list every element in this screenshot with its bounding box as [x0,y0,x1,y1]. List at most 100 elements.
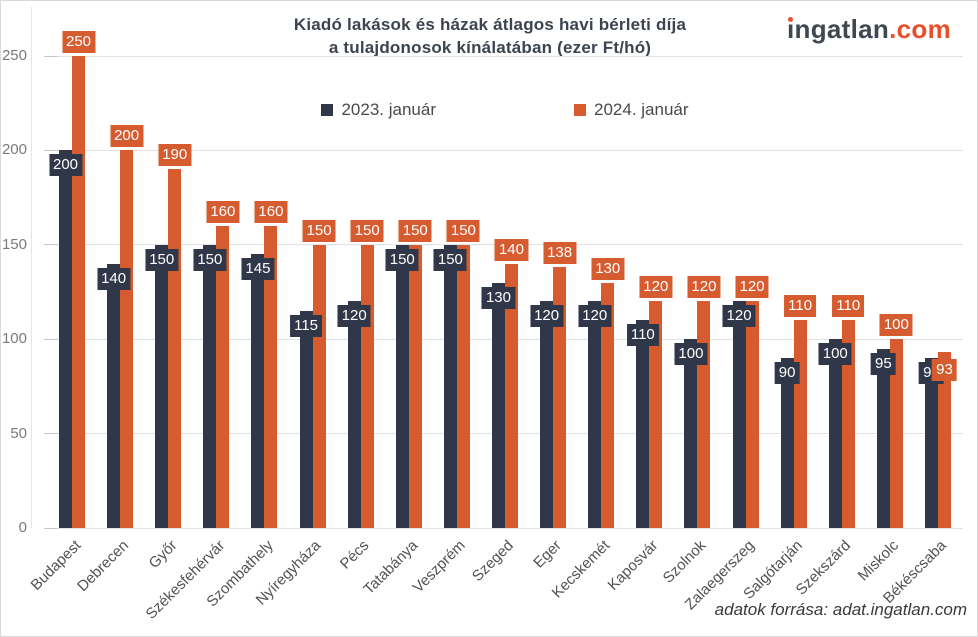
value-label-2024-békéscsaba: 93 [932,359,957,382]
bar-2023-budapest: 200 [48,150,83,528]
bar-2023-szekszárd: 100 [818,339,852,528]
bar-2023-debrecen: 140 [97,263,131,528]
data-source-note: adatok forrása: adat.ingatlan.com [714,600,967,619]
value-label-2023-debrecen: 140 [97,267,131,290]
value-label-2023-zalaegerszeg: 120 [722,305,756,328]
bar-2023-salgótarján: 90 [774,358,800,528]
bar-2023-nyíregyháza: 115 [290,310,323,528]
value-label-2023-győr: 150 [145,248,179,271]
tick-50 [44,433,58,435]
bar-group-tatabánya: 150 150 Tatabánya [360,56,432,598]
value-label-2024-debrecen: 200 [110,125,144,148]
bar-group-debrecen: 140 200 Debrecen [74,56,144,595]
y-tick-label-0: 0 [18,519,27,536]
value-label-2024-szombathely: 160 [254,200,288,223]
tick-200 [44,149,58,151]
bar-group-győr: 150 190 Győr [145,56,192,572]
bar-group-békéscsaba: 9093Békéscsaba [880,56,957,607]
value-label-2024-kaposvár: 120 [639,276,673,299]
tick-150 [44,244,58,246]
x-axis-label-miskolc: Miskolc [854,537,902,585]
tick-0 [44,527,58,529]
value-label-2023-székesfehérvár: 150 [193,248,227,271]
value-label-2024-székesfehérvár: 160 [206,200,240,223]
bar-2023-kaposvár: 110 [626,320,659,528]
bar-2024-nyíregyháza: 150 [302,219,336,528]
value-label-2024-pécs: 150 [350,219,384,242]
y-tick-label-250: 250 [1,47,27,64]
bar-2024-eger: 138 [543,242,577,528]
legend-item-2023: 2023. január [321,100,436,120]
bar-2023-szeged: 130 [481,282,515,528]
bar-2024-békéscsaba: 93 [932,352,957,528]
legend-item-2024: 2024. január [574,100,689,120]
value-label-2024-nyíregyháza: 150 [302,219,336,242]
value-label-2023-tatabánya: 150 [385,248,419,271]
value-label-2023-szeged: 130 [481,286,515,309]
bar-2024-zalaegerszeg: 120 [735,276,769,528]
chart-title: Kiadó lakások és házak átlagos havi bérl… [1,13,977,59]
value-label-2023-nyíregyháza: 115 [290,314,323,337]
bar-2024-tatabánya: 150 [398,219,432,528]
bar-2023-szolnok: 100 [674,339,708,528]
value-label-2024-győr: 190 [158,144,192,167]
legend: 2023. január 2024. január [1,100,977,120]
bar-2023-miskolc: 95 [871,348,896,528]
x-axis-label-győr: Győr [145,537,181,573]
logo-i-dot-icon [788,17,794,22]
bar-2024-pécs: 150 [350,219,384,528]
x-axis-label-szeged: Szeged [469,537,518,585]
value-label-2024-eger: 138 [543,242,577,265]
gridline-0 [44,527,963,529]
plot-area: 200 250 Budapest 140 200 Debrecen 150 190 Győr 15… [27,31,963,623]
x-axis-label-debrecen: Debrecen [74,537,133,596]
value-label-2023-pécs: 120 [337,305,371,328]
value-label-2023-salgótarján: 90 [774,362,800,385]
bar-2023-zalaegerszeg: 120 [722,301,756,528]
y-tick-label-150: 150 [1,235,27,253]
value-label-2023-szekszárd: 100 [818,343,852,366]
value-label-2024-budapest: 250 [61,31,96,53]
y-tick-label-200: 200 [1,141,27,159]
bar-2023-békéscsaba: 90 [919,358,944,528]
bar-2023-pécs: 120 [337,301,371,528]
bar-2024-szolnok: 120 [687,276,721,528]
value-label-2023-szombathely: 145 [241,258,275,281]
bar-2024-szeged: 140 [494,238,528,528]
bar-2024-szombathely: 160 [254,200,288,528]
x-axis-label-pécs: Pécs [337,537,373,573]
bar-2024-debrecen: 200 [110,125,144,528]
bar-2024-veszprém: 150 [446,219,480,528]
legend-swatch-2023-icon [321,104,334,116]
y-axis-line [31,7,32,528]
bar-2024-kaposvár: 120 [639,276,673,528]
bar-2024-kecskemét: 130 [591,257,625,528]
value-label-2024-szeged: 140 [494,238,528,261]
x-axis-label-kaposvár: Kaposvár [604,537,662,594]
bar-group-nyíregyháza: 115 150 Nyíregyháza [253,56,336,609]
chart-title-line1: Kiadó lakások és házak átlagos havi bérl… [293,15,687,34]
chart-title-line2: a tulajdonosok kínálatában (ezer Ft/hó) [328,38,652,57]
value-label-2023-kaposvár: 110 [626,324,659,347]
y-tick-label-100: 100 [1,330,27,348]
bar-group-miskolc: 95 100 Miskolc [854,56,913,584]
bar-2023-győr: 150 [145,244,179,528]
bar-group-szeged: 130 140 Szeged [469,56,528,585]
legend-label-2024: 2024. január [594,100,689,119]
value-label-2024-tatabánya: 150 [398,219,432,242]
value-label-2023-eger: 120 [530,305,564,328]
bar-2024-miskolc: 100 [879,314,913,528]
tick-100 [44,338,58,340]
legend-label-2023: 2023. január [341,100,436,119]
value-label-2023-szolnok: 100 [674,343,708,366]
x-axis-label-eger: Eger [530,537,566,572]
value-label-2024-szekszárd: 110 [832,295,865,318]
gridline-200 [44,149,963,151]
gridline-250 [44,55,963,57]
value-label-2023-budapest: 200 [48,154,83,177]
bar-group-szekszárd: 100 110 Szekszárd [792,56,865,599]
bar-2024-salgótarján: 110 [784,295,817,528]
bar-group-pécs: 120 150 Pécs [337,56,384,573]
y-tick-label-50: 50 [10,424,27,442]
